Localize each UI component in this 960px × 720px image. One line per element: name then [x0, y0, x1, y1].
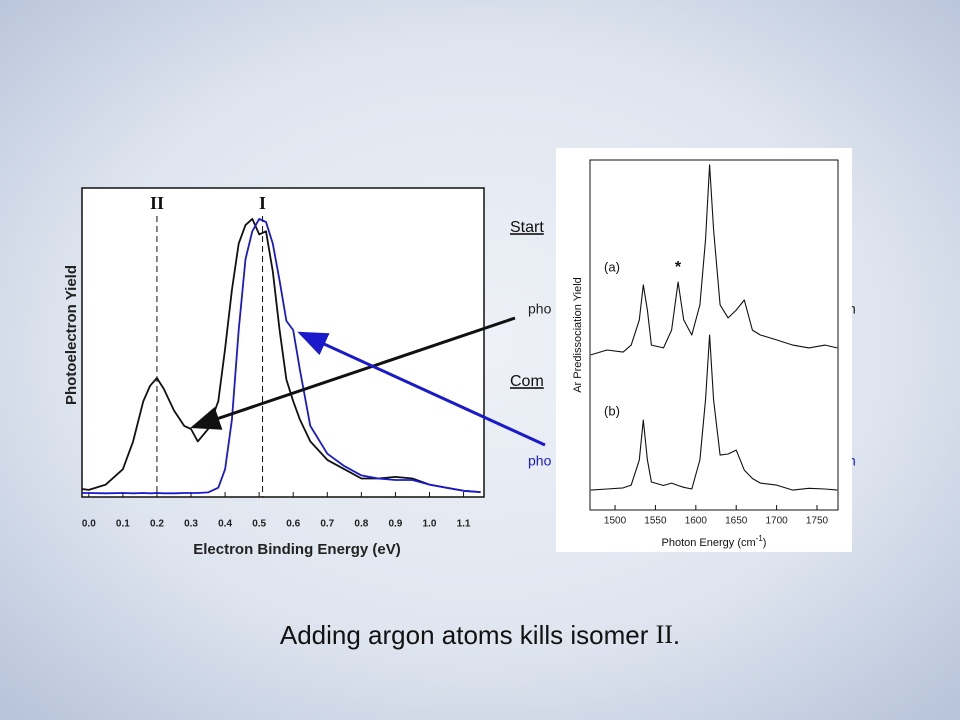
- x-tick-label: 1500: [604, 516, 627, 527]
- series-line: [82, 218, 481, 495]
- ir-chart: Ar Predissociation Yield Photon Energy (…: [572, 164, 838, 549]
- x-tick-label: 1600: [685, 516, 708, 527]
- x-tick-label: 0.6: [286, 519, 300, 530]
- fragment: pho: [528, 301, 552, 317]
- x-tick-label: 0.2: [150, 519, 164, 530]
- fragment: Start: [510, 219, 544, 236]
- x-tick-label: 1700: [765, 516, 788, 527]
- caption-part: .: [673, 620, 680, 650]
- trace-label: (b): [604, 403, 620, 418]
- caption-part: II: [656, 620, 673, 649]
- peak-annotation: *: [675, 259, 682, 276]
- x-axis-label: Photon Energy (cm-1): [662, 534, 767, 549]
- x-label-part: ): [763, 537, 767, 549]
- series-line: [590, 334, 838, 491]
- x-tick-label: 0.3: [184, 519, 198, 530]
- fragment: pho: [528, 453, 552, 469]
- caption: Adding argon atoms kills isomer II.: [280, 620, 680, 650]
- inset-panel: [556, 148, 852, 552]
- x-label-part: Photon Energy (cm: [662, 537, 756, 549]
- arrow: [297, 331, 546, 447]
- x-tick-label: 1.0: [423, 519, 437, 530]
- plot-area: [81, 187, 485, 498]
- y-axis-label: Ar Predissociation Yield: [572, 277, 584, 393]
- x-axis-label: Electron Binding Energy (eV): [193, 541, 401, 558]
- x-tick-label: 0.4: [218, 519, 232, 530]
- x-label-part: -1: [756, 534, 764, 543]
- trace-label: (a): [604, 259, 620, 274]
- marker-label: I: [259, 193, 266, 213]
- arrow: [190, 316, 516, 430]
- fragment: Com: [510, 373, 544, 390]
- x-tick-label: 1650: [725, 516, 748, 527]
- series-line: [590, 164, 838, 356]
- y-axis-label: Photoelectron Yield: [63, 265, 80, 405]
- spectrum-chart: Photoelectron Yield Electron Binding Ene…: [63, 193, 481, 558]
- x-tick-label: 0.9: [388, 519, 402, 530]
- x-tick-label: 1550: [644, 516, 667, 527]
- x-tick-label: 0.5: [252, 519, 266, 530]
- x-tick-label: 0.7: [320, 519, 334, 530]
- x-tick-label: 0.0: [82, 519, 96, 530]
- marker-label: II: [150, 193, 164, 213]
- inset-plot-area: [589, 159, 839, 511]
- x-tick-label: 1.1: [457, 519, 471, 530]
- x-tick-label: 0.8: [354, 519, 368, 530]
- x-tick-label: 1750: [806, 516, 829, 527]
- x-tick-label: 0.1: [116, 519, 130, 530]
- caption-part: Adding argon atoms kills isomer: [280, 620, 656, 650]
